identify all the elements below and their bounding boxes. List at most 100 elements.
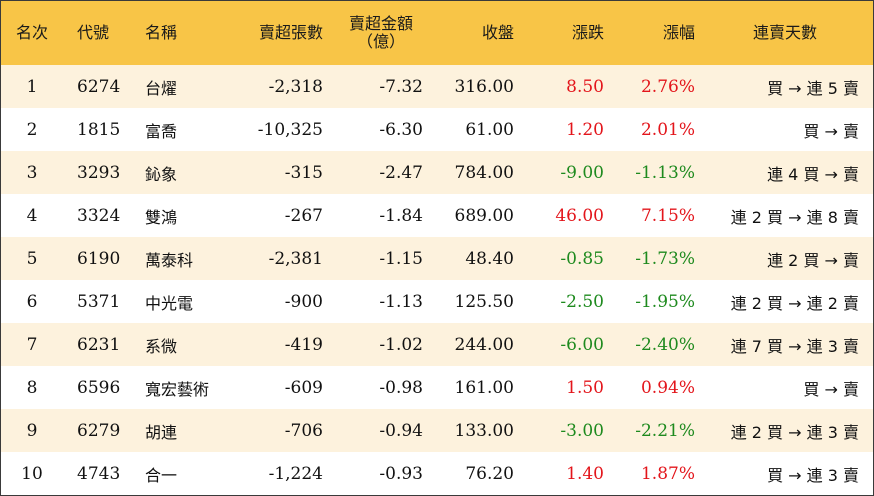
cell-name: 中光電 [145,293,194,313]
cell-rank: 10 [21,463,43,484]
cell-rank: 9 [26,420,38,441]
cell-change-pct: -2.21% [635,420,695,441]
table-row: 2 1815 富喬 -10,325 -6.30 61.00 1.20 2.01% 買 → 賣 [1,108,873,151]
header-sell-lots: 賣超張數 [258,23,323,42]
cell-rank: 3 [26,162,38,183]
cell-code: 1815 [77,119,121,140]
cell-sell-amount: -1.15 [379,248,423,269]
cell-sell-lots: -315 [284,162,323,183]
cell-sell-amount: -2.47 [379,162,423,183]
cell-change-pct: -2.40% [635,334,695,355]
cell-rank: 7 [26,334,38,355]
cell-change-pct: 1.87% [640,463,695,484]
cell-change-pct: 0.94% [640,377,695,398]
cell-close: 316.00 [454,76,514,97]
cell-streak: 買 → 連 3 賣 [767,465,859,485]
cell-close: 784.00 [454,162,514,183]
cell-change-pct: 2.01% [640,119,695,140]
cell-change: -2.50 [560,291,604,312]
header-change: 漲跌 [571,23,604,42]
cell-rank: 4 [26,205,38,226]
cell-rank: 2 [26,119,38,140]
cell-name: 胡連 [145,422,178,442]
cell-sell-lots: -900 [284,291,323,312]
header-name: 名稱 [145,23,178,42]
cell-close: 244.00 [454,334,514,355]
cell-code: 6279 [77,420,121,441]
table-row: 6 5371 中光電 -900 -1.13 125.50 -2.50 -1.95% 連 2 買 … [1,280,873,323]
table-row: 9 6279 胡連 -706 -0.94 133.00 -3.00 -2.21% 連 2 買 →… [1,409,873,452]
cell-name: 萬泰科 [145,250,194,270]
cell-sell-lots: -419 [284,334,323,355]
cell-streak: 連 7 買 → 連 3 賣 [730,336,859,356]
header-close: 收盤 [481,23,514,42]
cell-code: 6274 [77,76,121,97]
table-row: 8 6596 寬宏藝術 -609 -0.98 161.00 1.50 0.94% 買 → 賣 [1,366,873,409]
cell-code: 3324 [77,205,121,226]
table-row: 7 6231 系微 -419 -1.02 244.00 -6.00 -2.40% 連 7 買 →… [1,323,873,366]
cell-close: 48.40 [465,248,514,269]
cell-name: 寬宏藝術 [145,379,210,399]
header-streak: 連賣天數 [752,23,817,42]
cell-sell-amount: -7.32 [379,76,423,97]
cell-change: -9.00 [560,162,604,183]
cell-code: 6596 [77,377,121,398]
cell-sell-amount: -1.84 [379,205,423,226]
cell-streak: 連 2 買 → 連 2 賣 [730,293,859,313]
cell-change-pct: -1.13% [635,162,695,183]
cell-rank: 8 [26,377,38,398]
cell-sell-amount: -0.94 [379,420,423,441]
cell-code: 6190 [77,248,121,269]
cell-change-pct: -1.95% [635,291,695,312]
cell-name: 雙鴻 [145,207,178,227]
cell-close: 689.00 [454,205,514,226]
cell-code: 3293 [77,162,121,183]
header-sell-amount-line2: （億） [356,32,405,51]
table-row: 3 3293 鈊象 -315 -2.47 784.00 -9.00 -1.13% 連 4 買 →… [1,151,873,194]
cell-code: 4743 [77,463,121,484]
cell-rank: 1 [26,76,38,97]
cell-sell-lots: -706 [284,420,323,441]
header-change-pct: 漲幅 [662,23,695,42]
cell-change-pct: 7.15% [640,205,695,226]
header-sell-amount: 賣超金額 （億） [331,1,431,65]
cell-rank: 6 [26,291,38,312]
cell-sell-amount: -0.93 [379,463,423,484]
cell-streak: 買 → 賣 [803,379,859,399]
cell-sell-lots: -1,224 [268,463,323,484]
cell-name: 合一 [145,465,178,485]
cell-streak: 買 → 賣 [803,121,859,141]
cell-change-pct: 2.76% [640,76,695,97]
table-header-row: 名次 代號 名稱 賣超張數 賣超金額 （億） 收盤 漲跌 漲幅 連賣天數 [1,1,873,65]
cell-sell-lots: -267 [284,205,323,226]
cell-rank: 5 [26,248,38,269]
cell-sell-lots: -2,318 [268,76,323,97]
cell-sell-lots: -2,381 [268,248,323,269]
header-rank: 名次 [15,23,48,42]
cell-sell-lots: -10,325 [257,119,323,140]
cell-name: 台燿 [145,78,178,98]
cell-streak: 連 2 買 → 連 8 賣 [730,207,859,227]
cell-close: 133.00 [454,420,514,441]
cell-sell-amount: -0.98 [379,377,423,398]
cell-close: 61.00 [465,119,514,140]
cell-name: 鈊象 [145,164,178,184]
table-row: 5 6190 萬泰科 -2,381 -1.15 48.40 -0.85 -1.73% 連 2 買… [1,237,873,280]
cell-change-pct: -1.73% [635,248,695,269]
cell-streak: 連 2 買 → 連 3 賣 [730,422,859,442]
cell-change: 1.40 [566,463,604,484]
table-row: 4 3324 雙鴻 -267 -1.84 689.00 46.00 7.15% 連 2 買 → … [1,194,873,237]
cell-change: 8.50 [566,76,604,97]
cell-sell-amount: -1.13 [379,291,423,312]
cell-name: 系微 [145,336,178,356]
cell-close: 76.20 [465,463,514,484]
cell-code: 5371 [77,291,121,312]
cell-change: -6.00 [560,334,604,355]
cell-streak: 買 → 連 5 賣 [767,78,859,98]
cell-sell-amount: -1.02 [379,334,423,355]
cell-change: -3.00 [560,420,604,441]
cell-streak: 連 2 買 → 賣 [767,250,859,270]
cell-change: 1.20 [566,119,604,140]
